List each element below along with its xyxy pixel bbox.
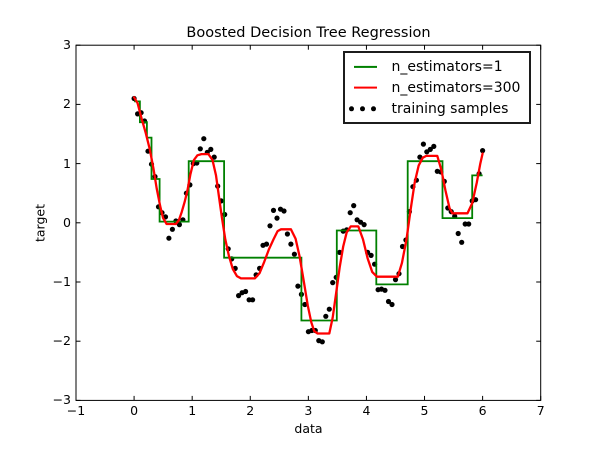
training-sample-dot xyxy=(295,283,301,289)
x-tick-label: 5 xyxy=(420,403,429,418)
x-tick-label: 3 xyxy=(304,403,313,418)
training-sample-dot xyxy=(270,207,277,213)
training-sample-dot xyxy=(166,235,172,241)
x-tick-label: 2 xyxy=(246,403,255,418)
training-sample-dot xyxy=(459,239,465,245)
training-sample-dot xyxy=(208,146,214,152)
training-sample-dot xyxy=(281,208,287,214)
chart-title: Boosted Decision Tree Regression xyxy=(186,25,431,41)
training-sample-dot xyxy=(263,241,270,247)
training-sample-dot xyxy=(431,143,437,149)
training-sample-dot xyxy=(288,241,294,247)
legend-item-n-estimators-1: n_estimators=1 xyxy=(345,56,529,77)
training-sample-dot xyxy=(319,339,325,345)
legend-item-n-estimators-300: n_estimators=300 xyxy=(345,77,529,98)
training-sample-dot xyxy=(274,215,280,221)
scatter-markers-sample xyxy=(345,98,392,119)
y-tick-label: −3 xyxy=(52,392,71,408)
training-sample-dot xyxy=(323,313,329,319)
y-tick-label: 0 xyxy=(63,214,71,230)
legend-label: n_estimators=300 xyxy=(391,79,521,96)
x-tick-label: 7 xyxy=(536,403,545,418)
legend-label: training samples xyxy=(391,100,509,117)
training-sample-dot xyxy=(197,146,203,152)
training-sample-dot xyxy=(389,301,395,308)
training-sample-dot xyxy=(347,210,353,216)
training-sample-dot xyxy=(351,203,357,209)
training-sample-dot xyxy=(368,252,374,258)
training-sample-dot xyxy=(455,230,461,237)
y-tick-label: 2 xyxy=(63,96,71,112)
training-sample-dot xyxy=(211,154,217,160)
x-tick-label: 4 xyxy=(362,403,371,418)
training-sample-dot xyxy=(326,306,332,312)
y-tick-label: 1 xyxy=(63,155,71,171)
training-sample-dot xyxy=(236,293,242,299)
x-tick-label: 6 xyxy=(478,403,487,418)
training-sample-dot xyxy=(201,136,207,142)
red-boosted-line xyxy=(132,96,484,335)
training-sample-dot xyxy=(330,280,336,286)
training-sample-dot xyxy=(267,223,273,229)
training-sample-dot xyxy=(284,231,290,237)
training-sample-dot xyxy=(250,297,256,303)
green-step-line xyxy=(134,100,483,322)
training-sample-dot xyxy=(243,288,249,295)
training-sample-dot xyxy=(176,222,182,228)
training-sample-dot xyxy=(392,277,399,283)
training-sample-dot xyxy=(361,222,367,228)
legend: n_estimators=1 n_estimators=300 training… xyxy=(342,51,531,124)
x-axis-label: data xyxy=(294,421,323,436)
x-tick-label: 0 xyxy=(130,403,139,418)
y-tick-label: 3 xyxy=(63,37,71,53)
training-sample-dot xyxy=(385,298,392,305)
green-line-sample xyxy=(345,56,392,77)
training-sample-dot xyxy=(169,226,175,232)
training-sample-dot xyxy=(480,148,486,154)
training-sample-dot xyxy=(427,146,433,152)
training-sample-dot xyxy=(382,287,388,293)
x-tick-label: 1 xyxy=(188,403,197,418)
training-sample-dot xyxy=(302,301,308,308)
training-sample-dot xyxy=(466,221,472,227)
y-tick-label: −2 xyxy=(52,333,71,349)
legend-item-training-samples: training samples xyxy=(345,98,529,119)
training-sample-dot xyxy=(420,141,426,147)
red-line-sample xyxy=(345,77,392,98)
y-axis-label: target xyxy=(32,203,48,243)
x-tick-label: −1 xyxy=(66,403,86,418)
training-sample-dot xyxy=(291,251,297,257)
y-tick-label: −1 xyxy=(52,274,71,289)
legend-label: n_estimators=1 xyxy=(391,58,503,75)
